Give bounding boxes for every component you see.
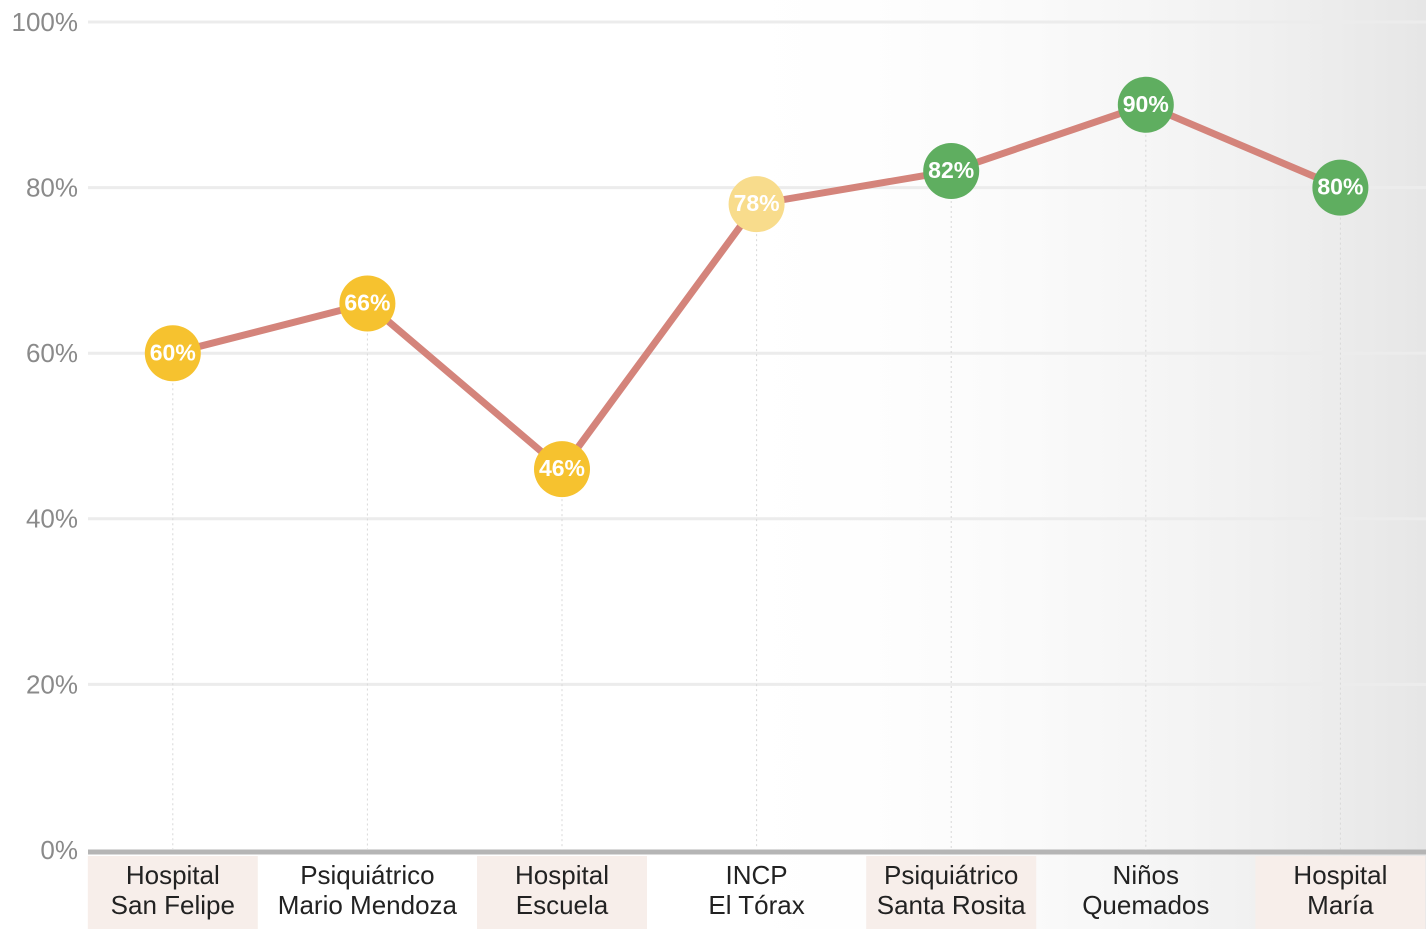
y-tick-label: 20% [26, 669, 78, 699]
data-label: 90% [1123, 91, 1169, 117]
x-tick-label: El Tórax [708, 890, 804, 920]
data-label: 60% [150, 339, 196, 365]
y-tick-label: 100% [12, 7, 79, 37]
y-tick-label: 80% [26, 172, 78, 202]
x-tick-label: Hospital [515, 860, 609, 890]
data-label: 46% [539, 455, 585, 481]
x-tick-label: Niños [1113, 860, 1179, 890]
background-image [700, 0, 1426, 929]
x-tick-label: Santa Rosita [877, 890, 1026, 920]
x-tick-label: Psiquiátrico [884, 860, 1018, 890]
x-tick-label: San Felipe [111, 890, 235, 920]
x-tick-label: INCP [726, 860, 788, 890]
data-label: 66% [344, 290, 390, 316]
x-tick-label: Escuela [516, 890, 609, 920]
x-tick-label: Hospital [1293, 860, 1387, 890]
x-tick-label: Mario Mendoza [278, 890, 458, 920]
x-tick-label: Hospital [126, 860, 220, 890]
y-tick-label: 60% [26, 338, 78, 368]
data-label: 82% [928, 157, 974, 183]
y-tick-label: 0% [40, 835, 78, 865]
data-label: 78% [734, 190, 780, 216]
x-tick-label: Psiquiátrico [300, 860, 434, 890]
data-label: 80% [1317, 174, 1363, 200]
x-tick-label: Quemados [1082, 890, 1209, 920]
x-tick-label: María [1307, 890, 1374, 920]
y-tick-label: 40% [26, 504, 78, 534]
